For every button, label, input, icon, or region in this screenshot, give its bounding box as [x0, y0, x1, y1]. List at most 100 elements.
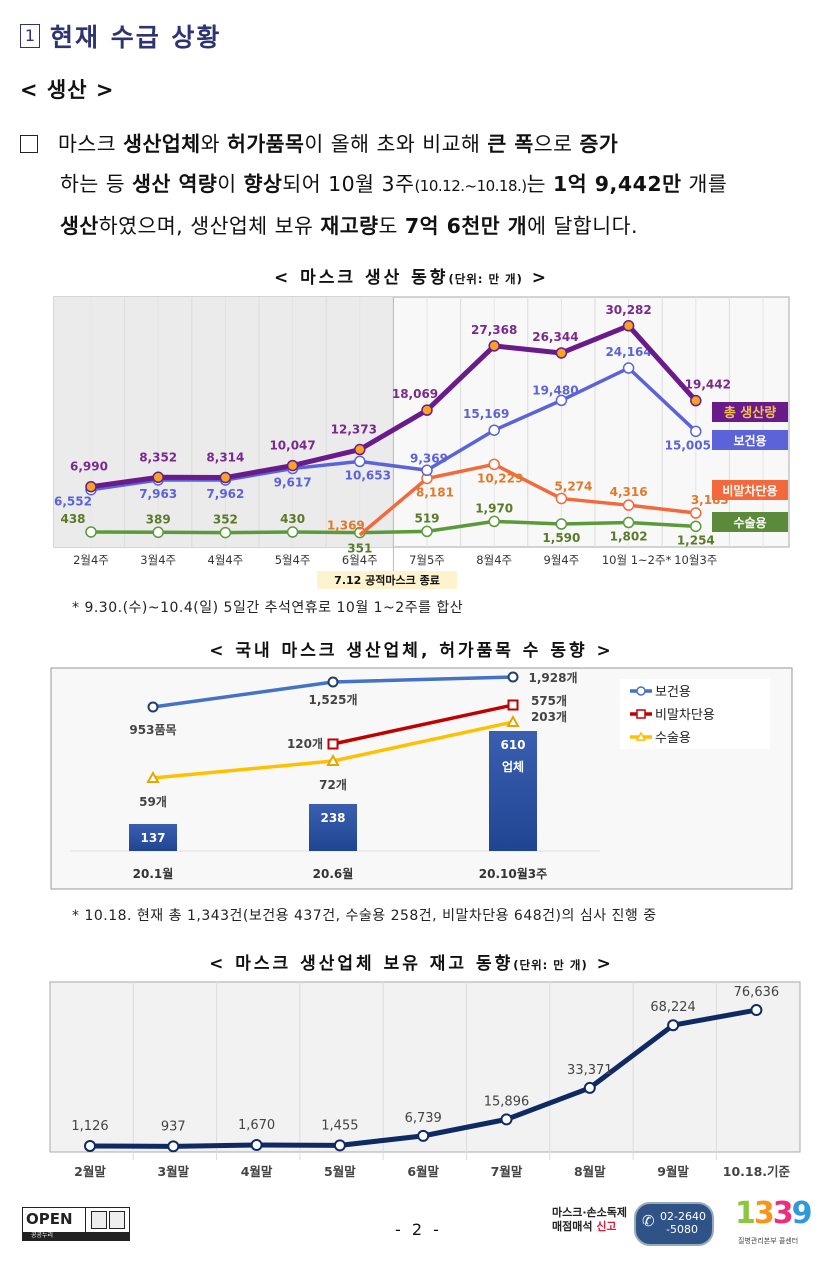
- report-line-1: 마스크·손소독제: [552, 1206, 628, 1219]
- data-point: [152, 526, 164, 539]
- data-point: [500, 1113, 513, 1126]
- data-point: [690, 425, 702, 438]
- data-label: 4,316: [610, 485, 648, 499]
- open-license-badge: OPEN 공공누리: [22, 1207, 130, 1241]
- data-label: 10,653: [345, 468, 391, 482]
- x-tick-label: 20.10월3주: [479, 866, 547, 881]
- paragraph-line-1: 마스크 생산업체와 허가품목이 올해 초와 비교해 큰 폭으로 증가: [20, 124, 810, 164]
- data-label: 8,181: [416, 485, 454, 499]
- text-run: 으로: [533, 132, 580, 156]
- series-line-비말차단용: [332, 703, 514, 746]
- data-point: [421, 404, 433, 416]
- section-title: 현재 수급 상황: [50, 23, 222, 52]
- legend-marker-icon: [636, 686, 646, 696]
- x-tick-label: 4월4주: [208, 553, 244, 567]
- annotation-text: 7.12 공적마스크 종료: [334, 573, 440, 587]
- legend-swatch-비말차단용: [712, 480, 788, 500]
- production-trend-chart: 2월4주 3월4주 4월4주 5월4주 6월4주 7월5주 8월4주 9월4주 10월 1~2주…: [53, 296, 790, 589]
- data-label: 352: [213, 513, 238, 527]
- x-tick-label: 10월 1~2주*: [602, 553, 672, 567]
- chart3-title-main: < 마스크 생산업체 보유 재고 동향: [209, 954, 514, 974]
- data-point: [417, 1129, 430, 1142]
- bar: [309, 804, 357, 851]
- data-label: 9,617: [274, 476, 312, 490]
- text-run: 증가: [579, 132, 619, 156]
- x-tick-label: 9월4주: [544, 553, 580, 567]
- data-point: [85, 480, 97, 493]
- data-label: 72개: [319, 778, 347, 792]
- bullet-box-icon: [20, 135, 38, 153]
- data-label: 19,442: [685, 378, 731, 392]
- x-tick-label: 9월말: [657, 1164, 689, 1179]
- data-label: 575개: [531, 694, 567, 708]
- data-point: [750, 1004, 763, 1017]
- data-point: [326, 753, 340, 766]
- shaded-region: [54, 297, 394, 547]
- data-point: [690, 520, 702, 533]
- x-tick-label: 20.6월: [313, 866, 354, 881]
- data-label: 8,314: [206, 451, 244, 465]
- chart3-title: < 마스크 생산업체 보유 재고 동향(단위: 만 개) >: [0, 949, 823, 974]
- data-label: 937: [161, 1119, 186, 1134]
- bar-value-label: 238: [320, 811, 345, 825]
- data-label: 27,368: [471, 323, 517, 337]
- text-run: 하였으며, 생산업체 보유: [98, 214, 321, 238]
- data-point: [622, 320, 635, 332]
- data-point: [219, 526, 232, 539]
- data-point: [488, 458, 500, 471]
- legend-marker-icon: [635, 731, 647, 741]
- text-run: 1억 9,442만: [553, 172, 682, 196]
- bar-value-label: 610: [500, 738, 525, 752]
- x-tick-label: 3월말: [157, 1164, 189, 1179]
- report-phone-badge: ✆ 02-2640 -5080: [634, 1202, 714, 1246]
- inventory-trend-chart: 1,126 2월말 937 3월말 1,670 4월말 1,455 5월말 6,739 6월말 15…: [49, 981, 801, 1179]
- phone-line-1: 02-2640: [660, 1210, 706, 1223]
- x-tick-label: 5월말: [324, 1164, 356, 1179]
- data-label: 76,636: [734, 985, 780, 1000]
- data-point: [286, 459, 299, 472]
- data-label: 5,274: [554, 480, 592, 494]
- annotation-bg: [317, 571, 457, 589]
- noncommercial-icon: [109, 1211, 125, 1229]
- data-point: [583, 1081, 596, 1094]
- report-hotline-text: 마스크·손소독제 매점매석 신고: [552, 1206, 627, 1234]
- data-label: 6,552: [54, 495, 92, 509]
- legend-swatch-총 생산량: [712, 402, 788, 422]
- data-point: [286, 526, 299, 538]
- legend-swatch-보건용: [712, 430, 788, 450]
- data-label: 9,369: [410, 451, 448, 465]
- report-line-2a: 매점매석: [552, 1220, 597, 1233]
- line-1-text: 마스크 생산업체와 허가품목이 올해 초와 비교해 큰 폭으로 증가: [58, 132, 618, 156]
- data-label: 1,928개: [529, 671, 578, 685]
- data-point: [354, 443, 366, 456]
- data-point: [555, 518, 568, 530]
- data-label: 19,480: [532, 383, 578, 397]
- text-run: 큰 폭: [487, 132, 534, 156]
- data-label: 30,282: [605, 303, 651, 317]
- chart3-title-unit: (단위: 만 개): [513, 958, 588, 972]
- data-point: [146, 770, 160, 783]
- data-label: 1,369: [327, 519, 365, 533]
- x-tick-label: 2월말: [74, 1164, 106, 1179]
- data-label: 519: [414, 511, 439, 525]
- legend-label: 비말차단용: [655, 708, 715, 723]
- paragraph-line-3: 생산하였으며, 생산업체 보유 재고량도 7억 6천만 개에 달합니다.: [20, 206, 810, 246]
- x-tick-label: 8월말: [574, 1164, 606, 1179]
- data-point: [555, 347, 568, 359]
- data-point: [421, 464, 433, 477]
- data-point: [555, 492, 568, 505]
- bar: [489, 731, 537, 851]
- data-label: 15,169: [463, 407, 509, 421]
- data-label: 203개: [531, 710, 567, 724]
- data-label: 18,069: [392, 387, 438, 401]
- chart3-title-end: >: [587, 954, 614, 974]
- data-label: 15,005: [665, 438, 711, 452]
- data-point: [507, 671, 519, 683]
- legend-marker-icon: [636, 709, 646, 719]
- hotline-sub-label: 질병관리본부 콜센터: [738, 1237, 799, 1245]
- series-line-총 생산량: [90, 323, 698, 490]
- summary-paragraph: 마스크 생산업체와 허가품목이 올해 초와 비교해 큰 폭으로 증가 하는 등 …: [20, 124, 810, 246]
- data-label: 351: [347, 542, 372, 556]
- chart1-title: < 마스크 생산 동향(단위: 만 개) >: [0, 263, 823, 288]
- x-tick-label: 6월말: [407, 1164, 439, 1179]
